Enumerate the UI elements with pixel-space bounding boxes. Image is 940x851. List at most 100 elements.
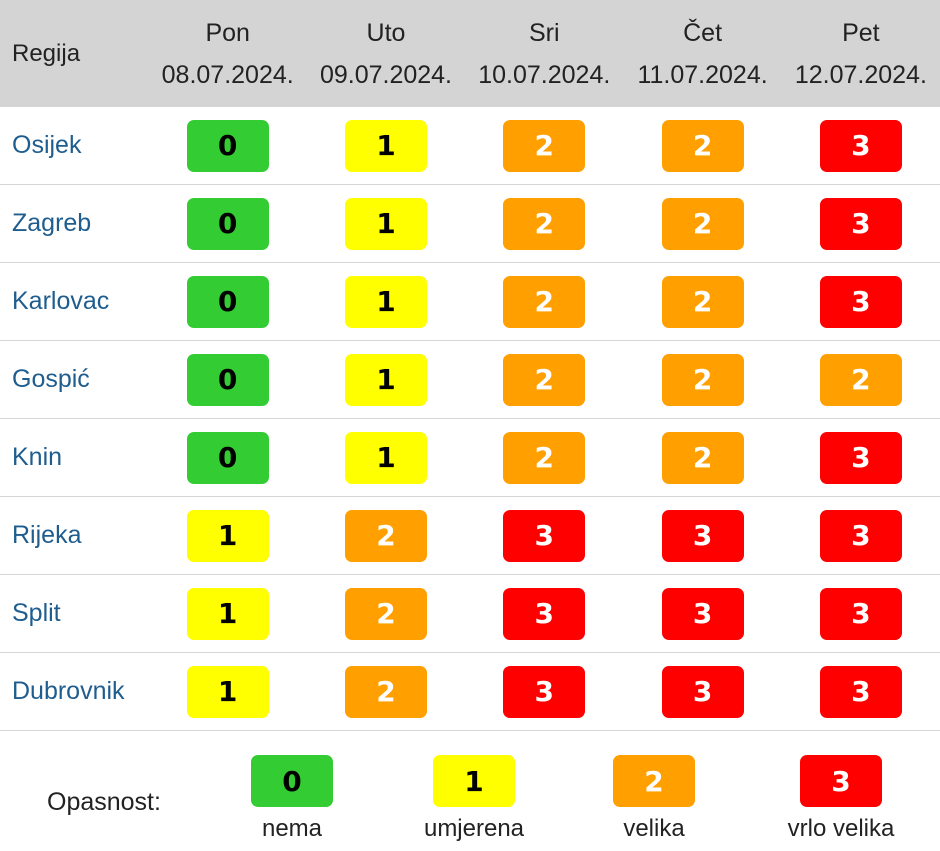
region-link[interactable]: Dubrovnik (12, 677, 125, 705)
day-cell: 2 (465, 119, 623, 172)
danger-level-badge: 2 (503, 431, 586, 484)
day-cell: 1 (307, 431, 465, 484)
table-row: Knin 0 1 2 2 3 (0, 419, 940, 497)
danger-level-badge: 3 (819, 665, 902, 718)
day-cell: 3 (465, 509, 623, 562)
day-cell: 2 (623, 119, 781, 172)
danger-level-badge: 3 (661, 587, 744, 640)
day-column-header: Pon 08.07.2024. (149, 12, 307, 96)
day-name: Čet (683, 18, 723, 47)
danger-level-badge: 2 (503, 119, 586, 172)
region-link[interactable]: Rijeka (12, 521, 82, 549)
danger-level-badge: 1 (186, 665, 269, 718)
danger-level-badge: 2 (344, 665, 427, 718)
table-row: Karlovac 0 1 2 2 3 (0, 263, 940, 341)
day-column-header: Čet 11.07.2024. (623, 12, 781, 96)
danger-level-badge: 0 (186, 197, 269, 250)
day-date: 11.07.2024. (637, 60, 768, 89)
day-cell: 1 (149, 665, 307, 718)
day-cell: 3 (782, 119, 940, 172)
table-row: Zagreb 0 1 2 2 3 (0, 185, 940, 263)
legend-badge: 3 (800, 755, 882, 807)
danger-level-badge: 3 (819, 119, 902, 172)
day-cell: 3 (465, 665, 623, 718)
danger-level-badge: 1 (186, 587, 269, 640)
danger-level-badge: 3 (503, 665, 586, 718)
day-cell: 2 (307, 509, 465, 562)
danger-level-badge: 0 (186, 275, 269, 328)
region-link[interactable]: Split (12, 599, 61, 627)
day-name: Pet (842, 18, 880, 47)
danger-level-badge: 3 (819, 509, 902, 562)
region-link[interactable]: Knin (12, 443, 63, 471)
danger-level-badge: 1 (186, 509, 269, 562)
day-cell: 2 (782, 353, 940, 406)
danger-level-badge: 1 (344, 275, 427, 328)
day-cell: 2 (623, 197, 781, 250)
danger-level-badge: 2 (503, 197, 586, 250)
region-link[interactable]: Zagreb (12, 209, 92, 237)
day-cell: 0 (149, 197, 307, 250)
region-link[interactable]: Osijek (12, 131, 82, 159)
day-cell: 3 (623, 665, 781, 718)
danger-level-badge: 2 (661, 197, 744, 250)
legend-text: velika (623, 815, 685, 842)
table-row: Split 1 2 3 3 3 (0, 575, 940, 653)
day-cell: 2 (465, 431, 623, 484)
day-cell: 1 (307, 353, 465, 406)
danger-level-badge: 3 (503, 509, 586, 562)
heat-warning-table: Regija Pon 08.07.2024. Uto 09.07.2024. S… (0, 0, 940, 731)
danger-level-badge: 0 (186, 119, 269, 172)
day-cell: 2 (623, 275, 781, 328)
region-column-header: Regija (12, 39, 81, 67)
day-cell: 3 (465, 587, 623, 640)
day-cell: 0 (149, 353, 307, 406)
danger-level-badge: 3 (819, 431, 902, 484)
day-date: 09.07.2024. (319, 60, 453, 89)
day-date: 12.07.2024. (794, 60, 927, 89)
table-row: Rijeka 1 2 3 3 3 (0, 497, 940, 575)
day-cell: 3 (782, 275, 940, 328)
day-cell: 3 (782, 509, 940, 562)
day-column-header: Uto 09.07.2024. (307, 12, 465, 96)
danger-level-badge: 1 (344, 119, 427, 172)
danger-level-badge: 2 (503, 275, 586, 328)
danger-level-badge: 2 (661, 431, 744, 484)
day-date: 10.07.2024. (478, 60, 611, 89)
danger-level-badge: 2 (503, 353, 586, 406)
danger-level-badge: 2 (661, 119, 744, 172)
danger-level-badge: 2 (344, 509, 427, 562)
danger-level-badge: 3 (661, 509, 744, 562)
day-cell: 2 (307, 587, 465, 640)
legend-badge: 2 (613, 755, 695, 807)
day-cell: 1 (149, 587, 307, 640)
day-cell: 1 (307, 275, 465, 328)
legend-badge: 0 (251, 755, 333, 807)
danger-level-badge: 3 (661, 665, 744, 718)
danger-level-badge: 2 (661, 275, 744, 328)
danger-level-badge: 0 (186, 431, 269, 484)
day-cell: 3 (623, 509, 781, 562)
region-link[interactable]: Gospić (12, 365, 90, 393)
legend-item-very-high: 3 vrlo velika (751, 755, 931, 843)
day-name: Pon (205, 18, 250, 47)
danger-level-badge: 0 (186, 353, 269, 406)
day-cell: 3 (782, 587, 940, 640)
danger-level-badge: 3 (503, 587, 586, 640)
table-row: Dubrovnik 1 2 3 3 3 (0, 653, 940, 731)
day-cell: 3 (782, 197, 940, 250)
legend-text: nema (261, 815, 323, 842)
region-link[interactable]: Karlovac (12, 287, 110, 315)
table-row: Osijek 0 1 2 2 3 (0, 107, 940, 185)
day-cell: 2 (307, 665, 465, 718)
day-cell: 1 (307, 119, 465, 172)
day-cell: 2 (465, 275, 623, 328)
danger-level-badge: 2 (344, 587, 427, 640)
table-body: Osijek 0 1 2 2 3 Zagreb 0 1 2 2 3 Karlovac 0 1 2 2 3 Gospi… (0, 107, 940, 731)
legend-label: Opasnost: (47, 788, 161, 816)
day-cell: 0 (149, 119, 307, 172)
day-cell: 2 (465, 353, 623, 406)
table-header: Regija Pon 08.07.2024. Uto 09.07.2024. S… (0, 0, 940, 107)
danger-level-badge: 1 (344, 431, 427, 484)
legend-item-high: 2 velika (564, 755, 744, 843)
